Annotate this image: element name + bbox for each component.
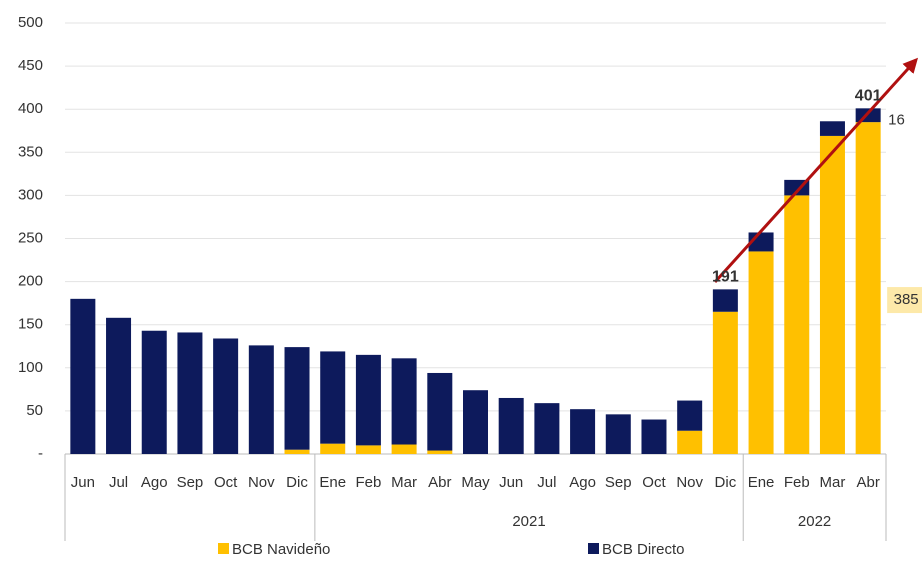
total-label: 191	[712, 269, 739, 286]
bar-segment	[284, 347, 310, 450]
bar-segment	[570, 409, 596, 454]
bar-segment	[605, 414, 631, 454]
x-tick-label: Nov	[676, 474, 703, 491]
value-label-box	[887, 287, 922, 314]
y-tick-label: 150	[18, 316, 43, 333]
x-tick-label: Oct	[642, 474, 666, 491]
group-label: 2021	[512, 513, 545, 530]
bar-segment	[712, 311, 738, 454]
x-tick-label: Jul	[537, 474, 556, 491]
x-tick-label: Dic	[715, 474, 737, 491]
bar-segment	[248, 345, 274, 454]
bar-segment	[498, 397, 524, 454]
x-tick-label: Ago	[141, 474, 168, 491]
bar-segment	[641, 419, 667, 454]
bar-segment	[819, 135, 845, 454]
x-tick-label: Ago	[569, 474, 596, 491]
bar-segment	[427, 372, 453, 451]
legend-swatch	[588, 543, 599, 554]
legend-label: BCB Navideño	[232, 541, 330, 558]
y-tick-label: 200	[18, 273, 43, 290]
bar-segment	[320, 351, 346, 444]
bar-segment	[141, 330, 167, 454]
bar-segment	[534, 403, 560, 454]
bar-segment	[391, 444, 417, 454]
bar-segment	[391, 358, 417, 445]
y-tick-label: 400	[18, 100, 43, 117]
y-tick-label: 100	[18, 359, 43, 376]
y-tick-label: 500	[18, 14, 43, 31]
group-label: 2022	[798, 513, 831, 530]
bar-segment	[677, 400, 703, 431]
bar-segment	[463, 390, 488, 454]
bar-segment	[355, 354, 381, 446]
bar-segment	[177, 332, 203, 454]
x-tick-label: Feb	[784, 474, 810, 491]
bar-segment	[677, 430, 703, 454]
x-tick-label: Dic	[286, 474, 308, 491]
x-tick-label: Mar	[820, 474, 846, 491]
x-tick-label: May	[461, 474, 490, 491]
x-tick-label: Oct	[214, 474, 238, 491]
x-tick-label: Ene	[319, 474, 346, 491]
bar-segment	[748, 251, 774, 454]
y-tick-label: 350	[18, 143, 43, 160]
x-tick-label: Mar	[391, 474, 417, 491]
trend-arrow	[713, 57, 919, 284]
x-tick-label: Jun	[499, 474, 523, 491]
value-label: 16	[888, 111, 905, 128]
bar-segment	[855, 122, 881, 454]
bar-segment	[819, 121, 845, 136]
bar-segment	[284, 449, 310, 454]
x-tick-label: Jun	[71, 474, 95, 491]
y-tick-label: -	[38, 445, 43, 462]
bar-segment	[70, 298, 96, 454]
bar-segment	[106, 317, 132, 454]
x-tick-label: Abr	[856, 474, 879, 491]
bar-segment	[712, 289, 738, 312]
bar-segment	[427, 450, 453, 454]
bar-segment	[355, 445, 381, 454]
x-tick-label: Abr	[428, 474, 451, 491]
bar-segment	[784, 195, 810, 454]
x-tick-label: Feb	[355, 474, 381, 491]
y-tick-label: 250	[18, 229, 43, 246]
total-label: 401	[855, 88, 882, 105]
y-tick-label: 450	[18, 57, 43, 74]
y-tick-label: 300	[18, 186, 43, 203]
x-tick-label: Ene	[748, 474, 775, 491]
bar-segment	[855, 108, 881, 123]
bar-segment	[320, 443, 346, 454]
x-tick-label: Jul	[109, 474, 128, 491]
x-tick-label: Nov	[248, 474, 275, 491]
x-tick-label: Sep	[605, 474, 632, 491]
bar-segment	[213, 338, 239, 454]
value-label: 385	[894, 291, 919, 308]
y-tick-label: 50	[26, 402, 43, 419]
legend-swatch	[218, 543, 229, 554]
x-tick-label: Sep	[177, 474, 204, 491]
legend-label: BCB Directo	[602, 541, 685, 558]
